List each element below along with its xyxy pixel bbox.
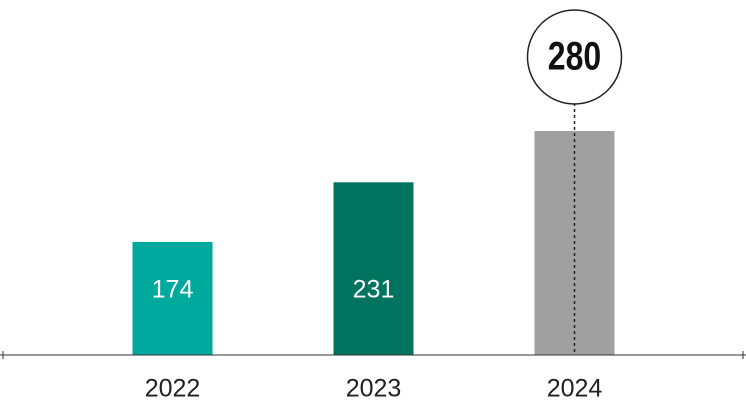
callout-circle xyxy=(526,9,623,105)
bar xyxy=(132,241,213,355)
bar xyxy=(333,182,414,355)
x-tick-label: 2022 xyxy=(145,375,201,403)
value-label: 280 xyxy=(548,33,601,78)
x-tick-label: 2023 xyxy=(346,375,402,403)
value-label: 231 xyxy=(353,276,395,304)
value-label: 174 xyxy=(152,276,194,304)
x-tick-label: 2024 xyxy=(547,375,603,403)
